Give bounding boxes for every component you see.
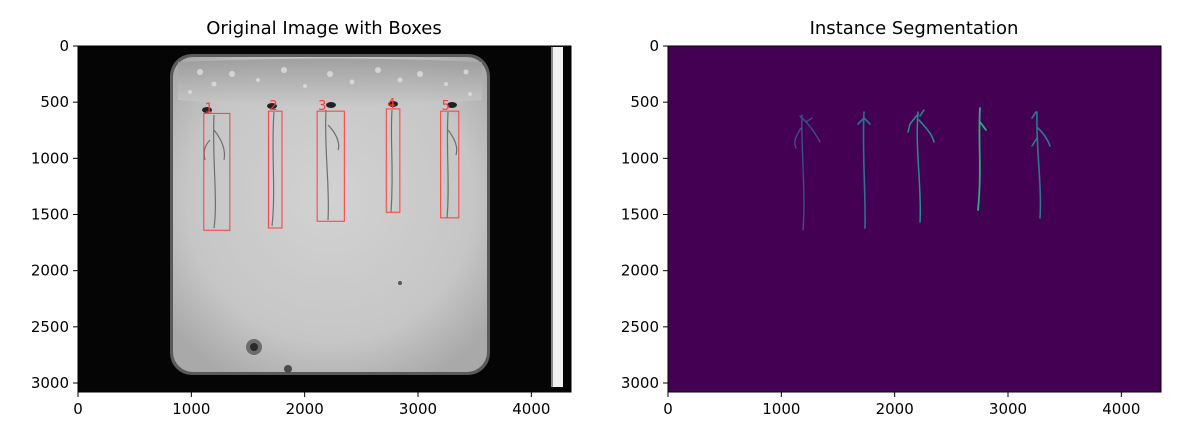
y-tick-label-original: 2000 <box>31 262 69 280</box>
axes-frame-original <box>77 45 572 393</box>
bounding-box-label-2: 2 <box>269 99 277 114</box>
original-photo <box>78 46 571 392</box>
bounding-box-3 <box>316 110 345 222</box>
bounding-box-2 <box>267 110 283 229</box>
x-tick-label-segmentation: 1000 <box>762 400 800 418</box>
y-tick-label-segmentation: 2000 <box>621 262 659 280</box>
x-tick-label-original: 2000 <box>286 400 324 418</box>
bounding-box-label-5: 5 <box>442 99 450 114</box>
segmentation-instance-1 <box>794 114 821 231</box>
segmentation-instance-4 <box>977 107 987 211</box>
segmentation-panel: 0 1000 2000 3000 4000 0 500 1000 1500 2000 2500 300… <box>621 37 1162 418</box>
x-tick-label-segmentation: 2000 <box>876 400 914 418</box>
y-tick-label-segmentation: 1500 <box>621 206 659 224</box>
axis-ticks-original: 0 1000 2000 3000 4000 0 500 1000 1500 2000 2500 300… <box>31 37 551 418</box>
y-tick-label-segmentation: 1000 <box>621 149 659 167</box>
x-tick-label-original: 1000 <box>172 400 210 418</box>
x-tick-label-segmentation: 0 <box>663 400 673 418</box>
bounding-box-label-4: 4 <box>387 97 395 112</box>
segmentation-instance-5 <box>1031 111 1051 219</box>
y-tick-label-original: 500 <box>40 93 69 111</box>
y-tick-label-segmentation: 2500 <box>621 318 659 336</box>
y-tick-label-original: 2500 <box>31 318 69 336</box>
segmentation-background <box>668 46 1161 392</box>
y-tick-label-segmentation: 500 <box>630 93 659 111</box>
y-tick-label-segmentation: 3000 <box>621 374 659 392</box>
panel-title-segmentation: Instance Segmentation <box>810 18 1019 39</box>
x-tick-label-original: 0 <box>73 400 83 418</box>
segmentation-masks <box>794 107 1051 231</box>
detection-boxes: 1 2 3 4 5 <box>203 97 460 231</box>
x-tick-label-segmentation: 3000 <box>989 400 1027 418</box>
y-tick-label-original: 3000 <box>31 374 69 392</box>
axis-ticks-segmentation: 0 1000 2000 3000 4000 0 500 1000 1500 2000 2500 300… <box>621 37 1141 418</box>
x-tick-label-segmentation: 4000 <box>1102 400 1140 418</box>
bounding-box-5 <box>440 110 460 219</box>
axes-frame-segmentation <box>667 45 1162 393</box>
panel-title-original: Original Image with Boxes <box>206 18 442 39</box>
x-tick-label-original: 4000 <box>512 400 550 418</box>
y-tick-label-original: 0 <box>59 37 69 55</box>
y-tick-label-original: 1500 <box>31 206 69 224</box>
original-image-panel: 1 2 3 4 5 0 1000 2000 3000 4000 0 500 1000 1500 2000 2… <box>31 37 572 418</box>
bounding-box-4 <box>385 108 401 213</box>
y-tick-label-original: 1000 <box>31 149 69 167</box>
x-tick-label-original: 3000 <box>399 400 437 418</box>
segmentation-instance-3 <box>907 109 935 223</box>
bounding-box-1 <box>203 112 231 231</box>
y-tick-label-segmentation: 0 <box>649 37 659 55</box>
bounding-box-label-1: 1 <box>205 101 213 116</box>
bounding-box-label-3: 3 <box>318 99 326 114</box>
segmentation-instance-2 <box>857 111 871 229</box>
